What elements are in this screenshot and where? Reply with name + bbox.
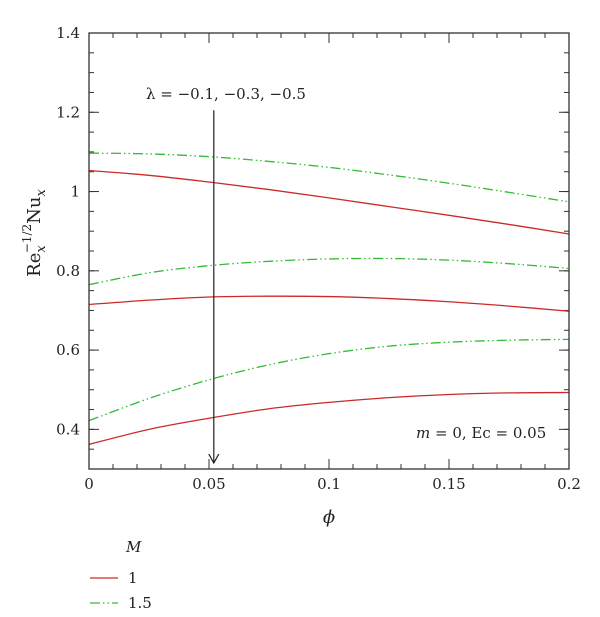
lambda-arrow: [208, 110, 220, 465]
series-line-1: [88, 169, 570, 235]
legend-title: M: [125, 538, 142, 556]
y-tick-label: 1.4: [56, 24, 80, 42]
y-title-sup: −1/2: [20, 224, 34, 253]
series-layer: [88, 152, 570, 446]
plot-frame: [88, 32, 570, 470]
series-line-5: [88, 257, 570, 286]
legend: M 1 1.5: [90, 538, 152, 612]
params-annotation: m = 0, Ec = 0.05: [416, 424, 546, 442]
param-rest: = 0, Ec = 0.05: [430, 424, 546, 442]
tick-labels: 0 0.05 0.1 0.15 0.2 0.4 0.6 0.8 1 1.2 1.4: [56, 24, 581, 493]
x-tick-label: 0.2: [557, 475, 581, 493]
series-line-4: [88, 152, 570, 203]
x-tick-label: 0.05: [192, 475, 225, 493]
lambda-annotation: λ = −0.1, −0.3, −0.5: [146, 85, 306, 103]
x-tick-label: 0: [84, 475, 94, 493]
y-tick-label: 0.6: [56, 341, 80, 359]
y-title-base: Re: [24, 253, 45, 277]
legend-label-m15: 1.5: [128, 594, 152, 612]
y-tick-label: 0.4: [56, 420, 80, 438]
x-axis-title: ϕ: [323, 507, 335, 528]
series-line-2: [88, 295, 570, 312]
y-axis-title: Rex−1/2Nux: [20, 189, 49, 277]
y-tick-label: 1: [70, 183, 80, 201]
y-tick-label: 0.8: [56, 262, 80, 280]
x-tick-label: 0.1: [317, 475, 341, 493]
series-line-6: [88, 338, 570, 422]
param-m: m: [416, 424, 430, 442]
series-line-3: [88, 391, 570, 446]
y-tick-label: 1.2: [56, 103, 80, 121]
arrow-head: [208, 453, 220, 465]
legend-label-m1: 1: [128, 569, 138, 587]
y-title-sub2: x: [34, 189, 49, 197]
x-tick-label: 0.15: [432, 475, 465, 493]
y-title-mid: Nu: [24, 197, 45, 224]
y-title-sub1: x: [34, 245, 49, 253]
